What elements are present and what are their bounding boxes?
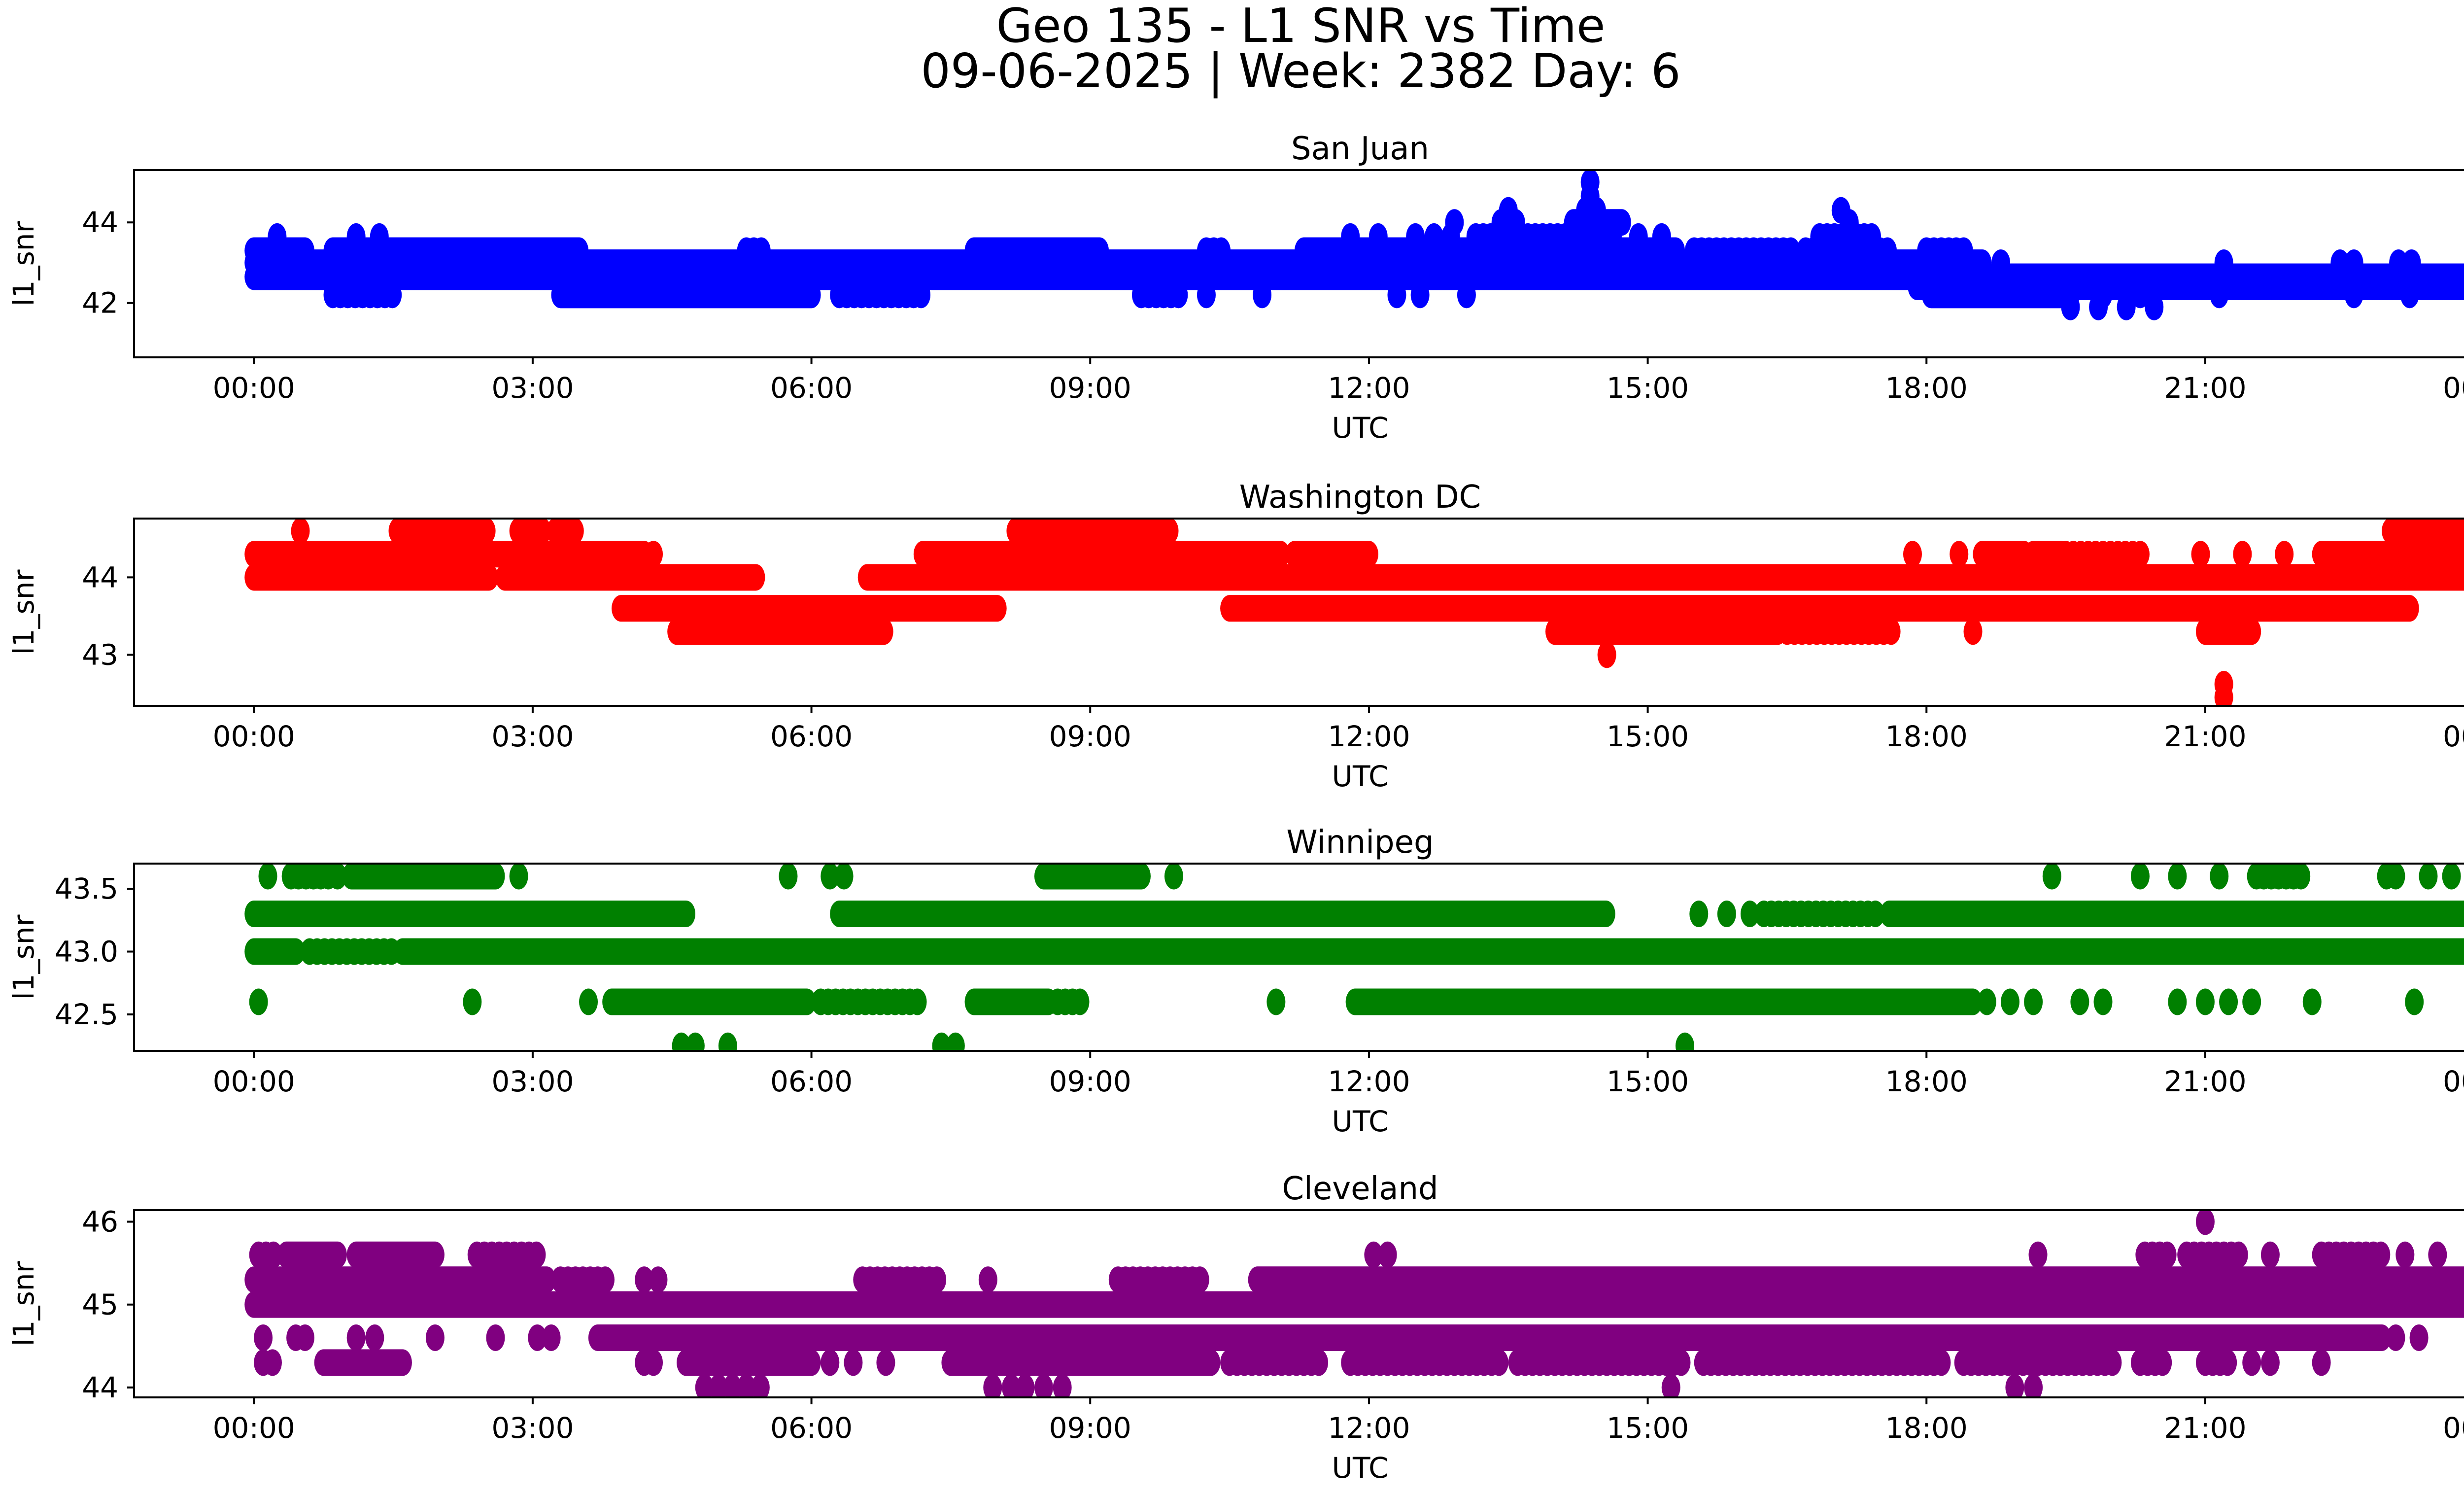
x-axis: 00:00 03:00 06:00 09:00 12:00 15:00 18:00 21:00… xyxy=(213,706,2464,793)
x-tick-label: 00:00 xyxy=(213,371,295,405)
x-tick-label: 06:00 xyxy=(770,371,853,405)
x-tick-label: 00:00 xyxy=(2443,1411,2464,1445)
y-tick-label: 43.0 xyxy=(55,935,118,969)
x-tick-label: 03:00 xyxy=(491,371,574,405)
x-tick-label: 21:00 xyxy=(2164,720,2246,753)
y-tick-label: 45 xyxy=(82,1288,118,1321)
figure-title: Geo 135 - L1 SNR vs Time xyxy=(996,0,1606,53)
x-tick-label: 03:00 xyxy=(491,1411,574,1445)
plot-frame xyxy=(133,863,2464,1052)
x-axis-label: UTC xyxy=(1332,1451,1389,1485)
plot-area-winnipeg: 00:00 03:00 06:00 09:00 12:00 15:00 18:00 21:00… xyxy=(7,863,2464,1138)
x-tick-label: 09:00 xyxy=(1049,1411,1131,1445)
x-axis-label: UTC xyxy=(1332,760,1389,793)
x-tick-label: 21:00 xyxy=(2164,1411,2246,1445)
x-tick-label: 03:00 xyxy=(491,1065,574,1098)
x-tick-label: 06:00 xyxy=(770,1411,853,1445)
plot-area-san-juan: 00:00 03:00 06:00 09:00 12:00 15:00 18:00 21:00… xyxy=(7,169,2464,445)
x-axis: 00:00 03:00 06:00 09:00 12:00 15:00 18:00 21:00… xyxy=(213,1051,2464,1138)
subplot-title-cleveland: Cleveland xyxy=(1282,1171,1438,1207)
data-points xyxy=(244,864,2464,1051)
y-tick-label: 42 xyxy=(82,286,118,320)
x-tick-label: 06:00 xyxy=(770,1065,853,1098)
x-tick-label: 03:00 xyxy=(491,720,574,753)
x-tick-label: 12:00 xyxy=(1328,1065,1410,1098)
x-tick-label: 06:00 xyxy=(770,720,853,753)
y-axis-label: l1_snr xyxy=(7,1261,40,1346)
x-axis-label: UTC xyxy=(1332,411,1389,445)
x-tick-label: 15:00 xyxy=(1607,371,1689,405)
x-axis: 00:00 03:00 06:00 09:00 12:00 15:00 18:00 21:00… xyxy=(213,1397,2464,1485)
subplot-title-san-juan: San Juan xyxy=(1291,131,1429,167)
x-tick-label: 15:00 xyxy=(1607,1411,1689,1445)
x-tick-label: 00:00 xyxy=(2443,720,2464,753)
x-axis: 00:00 03:00 06:00 09:00 12:00 15:00 18:00 21:00… xyxy=(213,357,2464,445)
x-tick-label: 21:00 xyxy=(2164,371,2246,405)
y-tick-label: 43.5 xyxy=(55,872,118,905)
y-axis: 42.5 43.0 43.5 l1_snr xyxy=(7,872,134,1031)
x-tick-label: 21:00 xyxy=(2164,1065,2246,1098)
y-axis-label: l1_snr xyxy=(7,221,40,306)
x-tick-label: 00:00 xyxy=(213,1065,295,1098)
y-axis: 44 45 46 l1_snr xyxy=(7,1205,134,1404)
figure-subtitle: 09-06-2025 | Week: 2382 Day: 6 xyxy=(921,44,1681,99)
y-axis: 42 44 l1_snr xyxy=(7,206,134,320)
plot-area-cleveland: 00:00 03:00 06:00 09:00 12:00 15:00 18:00 21:00… xyxy=(7,1205,2464,1485)
plot-area-washington-dc: 00:00 03:00 06:00 09:00 12:00 15:00 18:00 21:00… xyxy=(7,518,2464,793)
x-tick-label: 00:00 xyxy=(2443,371,2464,405)
x-tick-label: 18:00 xyxy=(1885,1065,1968,1098)
x-tick-label: 12:00 xyxy=(1328,1411,1410,1445)
x-tick-label: 18:00 xyxy=(1885,371,1968,405)
plot-frame xyxy=(133,169,2464,358)
subplot-title-washington-dc: Washington DC xyxy=(1239,479,1481,516)
x-tick-label: 00:00 xyxy=(213,720,295,753)
x-tick-label: 09:00 xyxy=(1049,1065,1131,1098)
x-tick-label: 09:00 xyxy=(1049,720,1131,753)
x-tick-label: 00:00 xyxy=(2443,1065,2464,1098)
subplot-title-winnipeg: Winnipeg xyxy=(1286,824,1434,861)
y-axis-label: l1_snr xyxy=(7,569,40,655)
data-points xyxy=(244,519,2464,706)
data-points xyxy=(244,170,2464,320)
x-tick-label: 12:00 xyxy=(1328,371,1410,405)
y-axis: 43 44 l1_snr xyxy=(7,560,134,671)
x-tick-label: 18:00 xyxy=(1885,720,1968,753)
y-tick-label: 44 xyxy=(82,206,118,239)
x-tick-label: 18:00 xyxy=(1885,1411,1968,1445)
x-tick-label: 00:00 xyxy=(213,1411,295,1445)
y-tick-label: 46 xyxy=(82,1205,118,1239)
y-tick-label: 43 xyxy=(82,638,118,671)
x-tick-label: 15:00 xyxy=(1607,720,1689,753)
y-tick-label: 44 xyxy=(82,560,118,594)
y-tick-label: 42.5 xyxy=(55,998,118,1031)
x-tick-label: 12:00 xyxy=(1328,720,1410,753)
x-tick-label: 09:00 xyxy=(1049,371,1131,405)
data-points xyxy=(244,1210,2464,1397)
y-axis-label: l1_snr xyxy=(7,914,40,1000)
x-tick-label: 15:00 xyxy=(1607,1065,1689,1098)
y-tick-label: 44 xyxy=(82,1371,118,1404)
plot-frame xyxy=(133,518,2464,707)
x-axis-label: UTC xyxy=(1332,1105,1389,1138)
